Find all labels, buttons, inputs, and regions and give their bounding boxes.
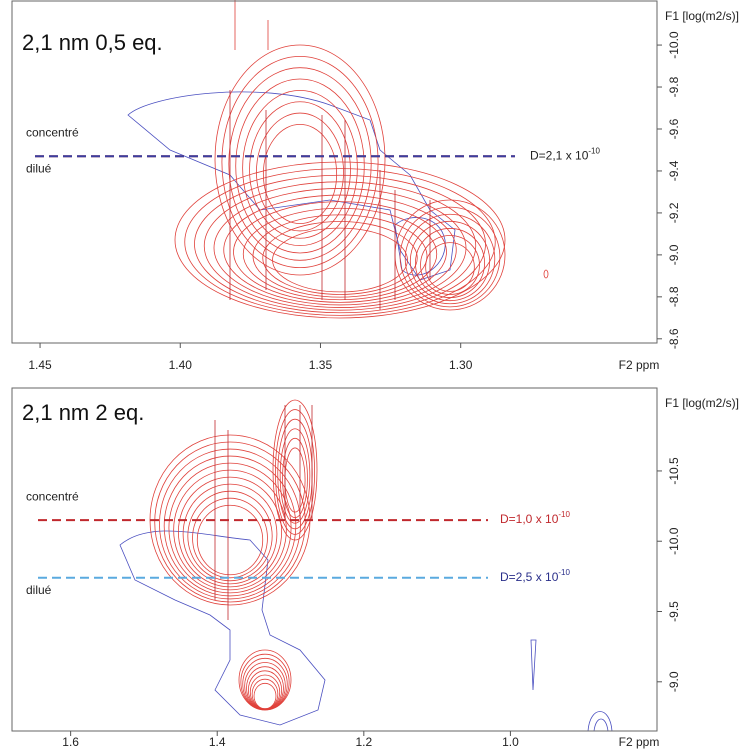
- x-tick-label: 1.30: [449, 358, 473, 372]
- diffusion-label-exponent: -10: [558, 568, 570, 577]
- contour: [174, 161, 506, 319]
- y-tick-label: -8.8: [667, 286, 681, 307]
- contour: [213, 188, 467, 308]
- series-name: concentré: [26, 489, 79, 503]
- contour: [127, 91, 456, 281]
- contour: [279, 428, 311, 524]
- x-tick-label: 1.40: [169, 358, 193, 372]
- diffusion-label-exponent: -10: [558, 510, 570, 519]
- contour: [274, 409, 316, 535]
- contour: [256, 112, 344, 232]
- x-tick-label: 1.35: [309, 358, 333, 372]
- diffusion-label: D=2,1 x 10-10: [530, 146, 600, 162]
- y-tick-label: -9.2: [667, 202, 681, 223]
- contour: [177, 476, 283, 588]
- contour: [221, 55, 379, 269]
- contour: [196, 504, 264, 576]
- x-axis-label: F2 ppm: [619, 358, 660, 372]
- contour: [249, 101, 351, 239]
- contour: [184, 168, 496, 316]
- x-tick-label: 1.2: [355, 735, 372, 749]
- y-tick-label: -10.0: [667, 527, 681, 555]
- contour: [228, 67, 372, 261]
- contour: [182, 483, 278, 585]
- diffusion-label-text: D=2,1 x 10: [530, 148, 589, 162]
- contour: [203, 181, 477, 311]
- y-tick-label: -9.5: [667, 601, 681, 622]
- contour: [399, 206, 501, 308]
- contour: [253, 682, 277, 710]
- contour: [163, 455, 297, 597]
- contour: [235, 78, 365, 254]
- contour: [394, 217, 446, 276]
- y-tick-label: -10.5: [667, 457, 681, 485]
- contour: [154, 441, 306, 603]
- series-name: dilué: [26, 583, 52, 597]
- contour: [543, 269, 549, 279]
- y-tick-label: -9.0: [667, 671, 681, 692]
- x-tick-label: 1.45: [28, 358, 52, 372]
- contour: [593, 718, 609, 732]
- y-tick-label: -8.6: [667, 328, 681, 349]
- contour: [262, 124, 338, 224]
- contour: [187, 490, 273, 582]
- contour: [587, 711, 613, 732]
- y-axis-label: F1 [log(m2/s)]: [665, 396, 739, 410]
- contour: [242, 89, 358, 247]
- diffusion-label: D=1,0 x 10-10: [500, 510, 570, 526]
- y-tick-label: -9.0: [667, 244, 681, 265]
- panel-2-contours: [119, 530, 613, 732]
- x-tick-label: 1.6: [62, 735, 79, 749]
- diffusion-label: D=2,5 x 10-10: [500, 568, 570, 584]
- series-name: dilué: [26, 161, 52, 175]
- panel-title: 2,1 nm 0,5 eq.: [22, 30, 163, 55]
- diffusion-label-text: D=1,0 x 10: [500, 512, 559, 526]
- contour: [282, 437, 308, 519]
- contour: [173, 469, 287, 591]
- contour: [238, 649, 292, 711]
- x-tick-label: 1.0: [502, 735, 519, 749]
- contour: [168, 462, 292, 594]
- y-tick-label: -10.0: [667, 31, 681, 59]
- contour: [272, 399, 318, 541]
- y-tick-label: -9.4: [667, 160, 681, 181]
- x-tick-label: 1.4: [209, 735, 226, 749]
- diffusion-label-text: D=2,5 x 10: [500, 570, 559, 584]
- x-axis-label: F2 ppm: [619, 735, 660, 749]
- y-tick-label: -9.6: [667, 118, 681, 139]
- contour: [214, 44, 386, 276]
- contour: [409, 220, 491, 302]
- y-tick-label: -9.8: [667, 76, 681, 97]
- contour: [119, 530, 326, 726]
- contour: [284, 447, 306, 513]
- contour: [159, 448, 301, 600]
- contour: [242, 207, 438, 301]
- contour: [246, 666, 284, 710]
- contour: [420, 235, 480, 295]
- contour: [272, 227, 408, 293]
- contour: [244, 662, 286, 710]
- panel-1-contours: [127, 91, 456, 281]
- y-axis-label: F1 [log(m2/s)]: [665, 9, 739, 23]
- plot-frame: [11, 387, 658, 732]
- series-name: concentré: [26, 125, 79, 139]
- contour: [192, 497, 268, 579]
- contour: [194, 174, 486, 314]
- diffusion-label-exponent: -10: [588, 146, 600, 155]
- panel-title: 2,1 nm 2 eq.: [22, 400, 144, 425]
- contour: [262, 221, 418, 295]
- contour: [425, 242, 475, 292]
- contour: [233, 201, 447, 303]
- contour: [247, 670, 283, 710]
- contour: [530, 639, 537, 691]
- plot-frame: [11, 0, 658, 344]
- contour: [404, 213, 496, 305]
- contour: [415, 228, 485, 298]
